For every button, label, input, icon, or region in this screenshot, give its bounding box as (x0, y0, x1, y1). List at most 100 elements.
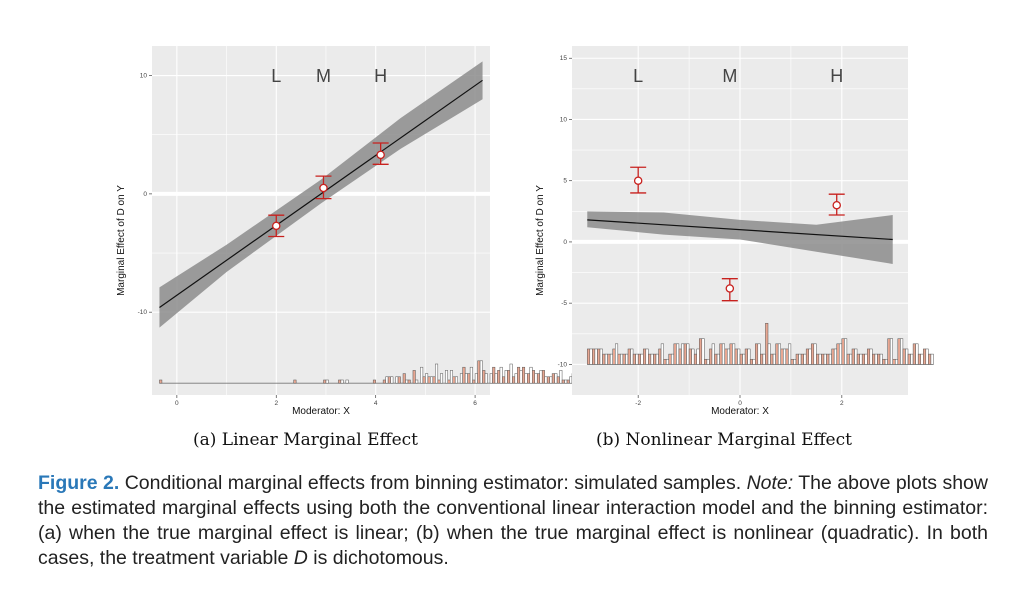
b-hist-bar-a (749, 358, 753, 365)
b-hist-bar-a (714, 353, 718, 365)
b-hist-bar-b (727, 348, 731, 365)
b-hist-bar-b (640, 353, 644, 365)
b-hist-bar-b (711, 343, 715, 365)
a-hist-bar-b (415, 379, 419, 384)
a-hist-bar-b (479, 360, 483, 384)
a-hist-bar-a (472, 379, 476, 384)
b-hist-bar-a (917, 353, 921, 365)
b-hist-bar-a (846, 353, 850, 365)
a-hist-bar-b (554, 373, 558, 384)
b-ytick-label: 5 (563, 178, 567, 185)
a-hist-bar-a (462, 366, 466, 384)
b-hist-bar-a (882, 358, 886, 365)
b-hist-bar-b (706, 358, 710, 365)
a-hist-bar-b (325, 379, 329, 384)
b-hist-bar-b (788, 343, 792, 365)
b-ytick-label: 15 (560, 55, 568, 62)
b-xaxis-title: Moderator: X (711, 406, 769, 417)
b-hist-bar-b (691, 348, 695, 365)
panel-a-linear: L M H -10 0 10 0 2 4 6 Moderator: X Marginal Effect… (116, 46, 737, 417)
b-hist-bar-b (732, 343, 736, 365)
b-xtick-label: 0 (738, 400, 742, 407)
figure-title: Conditional marginal effects from binnin… (119, 472, 747, 494)
b-hist-bar-b (905, 348, 909, 365)
b-hist-bar-b (910, 353, 914, 365)
a-hist-bar-b (544, 376, 548, 384)
b-hist-bar-a (897, 338, 901, 365)
b-hist-bar-a (928, 353, 932, 365)
b-hist-bar-a (912, 343, 916, 365)
a-hist-bar-b (509, 363, 513, 384)
b-hist-bar-a (617, 353, 621, 365)
b-hist-bar-b (630, 348, 634, 365)
a-hist-bar-a (536, 373, 540, 384)
b-hist-bar-a (785, 348, 789, 365)
a-hist-bar-a (551, 373, 555, 384)
b-hist-bar-a (678, 348, 682, 365)
b-hist-bar-a (861, 353, 865, 365)
a-hist-bar-b (445, 370, 449, 384)
b-bin-label-2: H (830, 66, 843, 86)
b-hist-bar-a (841, 338, 845, 365)
figure-label: Figure 2. (38, 472, 120, 494)
b-hist-bar-b (777, 343, 781, 365)
b-hist-bar-b (925, 348, 929, 365)
a-hist-bar-b (440, 373, 444, 384)
a-bin-label-2: H (374, 66, 387, 86)
b-hist-bar-a (597, 348, 601, 365)
b-hist-bar-b (869, 348, 873, 365)
a-hist-bar-a (507, 370, 511, 384)
a-bin-label-0: L (271, 66, 281, 86)
b-hist-bar-b (752, 358, 756, 365)
a-hist-bar-b (345, 379, 349, 384)
b-hist-bar-b (696, 348, 700, 365)
a-hist-bar-a (159, 379, 163, 384)
b-hist-bar-a (673, 343, 677, 365)
b-hist-bar-b (849, 353, 853, 365)
b-hist-bar-b (823, 353, 827, 365)
b-hist-bar-a (800, 353, 804, 365)
a-hist-bar-a (556, 376, 560, 384)
b-hist-bar-b (620, 353, 624, 365)
a-xaxis-title: Moderator: X (292, 406, 350, 417)
b-ytick-label: 10 (560, 116, 568, 123)
b-hist-bar-a (704, 358, 708, 365)
b-hist-bar-a (688, 348, 692, 365)
b-hist-bar-b (737, 348, 741, 365)
b-hist-bar-b (594, 348, 598, 365)
b-hist-bar-b (757, 343, 761, 365)
a-hist-bar-b (464, 373, 468, 384)
a-hist-bar-b (449, 370, 453, 384)
a-hist-bar-b (430, 376, 434, 384)
a-hist-bar-a (561, 379, 565, 384)
a-hist-bar-a (502, 376, 506, 384)
b-hist-bar-a (637, 353, 641, 365)
b-hist-bar-a (724, 348, 728, 365)
a-hist-bar-a (402, 373, 406, 384)
a-hist-bar-b (529, 366, 533, 384)
b-hist-bar-b (803, 353, 807, 365)
a-hist-bar-a (437, 379, 441, 384)
b-hist-bar-a (867, 348, 871, 365)
a-hist-bar-b (489, 373, 493, 384)
b-hist-bar-b (772, 353, 776, 365)
a-hist-bar-b (390, 376, 394, 384)
a-hist-bar-a (422, 376, 426, 384)
b-yaxis-title: Marginal Effect of D on Y (535, 185, 546, 296)
a-hist-bar-b (504, 370, 508, 384)
a-hist-bar-a (387, 376, 391, 384)
a-hist-bar-b (420, 366, 424, 384)
b-hist-bar-a (663, 358, 667, 365)
b-hist-bar-a (816, 353, 820, 365)
b-hist-bar-a (795, 353, 799, 365)
b-hist-bar-b (818, 353, 822, 365)
a-hist-bar-b (549, 376, 553, 384)
a-hist-bar-a (566, 379, 570, 384)
a-hist-bar-b (519, 370, 523, 384)
a-hist-bar-a (432, 376, 436, 384)
a-hist-bar-b (435, 363, 439, 384)
b-hist-bar-a (765, 322, 769, 365)
b-xtick-label: -2 (635, 400, 641, 407)
b-hist-bar-a (760, 353, 764, 365)
b-bin-label-0: L (633, 66, 643, 86)
